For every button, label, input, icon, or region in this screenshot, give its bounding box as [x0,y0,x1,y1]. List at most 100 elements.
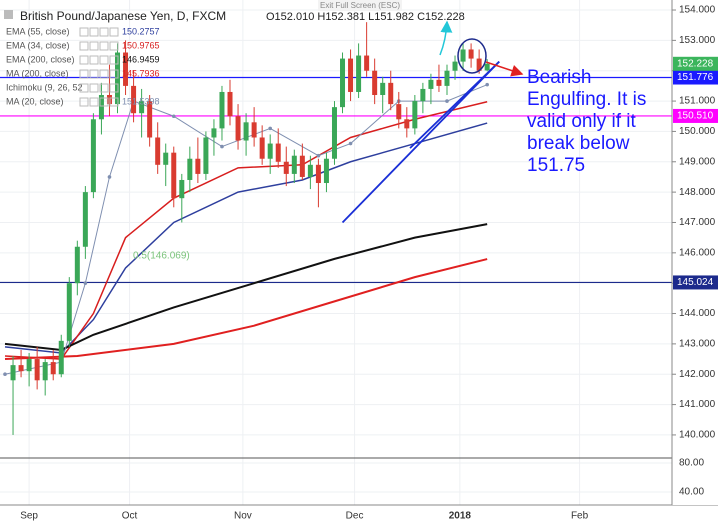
legend-icon [89,41,99,51]
candle-body [364,55,370,71]
exit-button-bg[interactable] [318,0,402,11]
legend-icon [109,27,119,37]
plot [0,22,672,435]
y-tick-label: 154.000 [679,5,716,16]
y-tick-label: 40.00 [679,487,704,498]
indicator-dot [107,175,112,179]
legend-icon [79,41,89,51]
candle-body [428,79,434,89]
candle-body [331,107,337,159]
legend-value: 151.5398 [122,96,160,106]
candle-body [452,61,458,71]
candle-body [356,55,362,92]
indicator-line [4,101,488,360]
candle-body [476,58,482,71]
y-tick-label: 141.000 [679,399,716,410]
candle-body [139,101,145,114]
candle-body [259,137,265,159]
candle-body [388,82,394,105]
indicator-dot [220,144,224,149]
candle-body [219,91,225,129]
legend-value: 150.9765 [122,40,160,50]
y-tick-label: 143.000 [679,339,716,350]
candle-body [291,155,297,174]
level-label-bg [673,275,718,290]
legend-icon [79,69,89,79]
y-tick-label: 153.000 [679,35,716,46]
legend-icon [99,69,109,79]
legend-value: 145.7936 [122,68,160,78]
candle-body [90,119,96,193]
legend-icon [79,97,89,107]
candle-body [123,52,129,86]
highlight-circle [457,38,487,74]
candle-body [42,362,48,381]
candle-body [211,128,217,138]
y-tick-label: 140.000 [679,430,716,441]
candle-body [436,79,442,86]
legend-label: MA (20, close) [6,96,64,106]
x-tick-label: Feb [571,511,589,522]
candle-body [195,158,201,174]
candle-body [34,359,40,381]
candle-body [468,49,474,59]
legend-label: EMA (55, close) [6,26,70,36]
legend-icon [99,27,109,37]
legend-icon [109,69,119,79]
candle-body [251,122,257,138]
trendline [409,60,500,149]
candle-body [396,104,402,120]
last-price-label: 152.228 [677,58,714,69]
candle-body [98,94,104,120]
legend-icon [89,97,99,107]
candle-body [227,91,233,117]
candle-body [187,158,193,180]
candle-body [131,85,137,114]
indicator-dot [268,126,272,131]
candle-body [323,158,329,184]
candle-body [275,143,281,162]
annotation-line: valid only if it [527,111,636,132]
legend-icon [89,27,99,37]
candle-body [163,152,169,165]
x-tick-label: Dec [346,511,364,522]
legend-icon [89,55,99,65]
candle-body [18,365,24,372]
indicator-line [4,223,488,351]
candle-body [420,88,426,102]
candle-body [243,122,249,141]
level-label: 151.776 [677,72,714,83]
price-axis: 140.000 141.000 142.000 143.000 144.000 145.0… [672,5,718,498]
legend-icon [79,83,89,93]
level-label-bg [673,70,718,85]
indicator-dot [445,99,449,103]
legend-icon [99,41,109,51]
candle-body [404,119,410,129]
candle-body [203,137,209,174]
indicator-dot [3,372,7,377]
legend-icon [109,83,119,93]
legend-icon [89,69,99,79]
candle-body [267,143,273,159]
ohlc-readout: O152.010 H152.381 L151.982 C152.228 [266,11,465,23]
candle-body [340,58,346,108]
candle-body [50,362,56,375]
candle-body [307,164,313,177]
annotation-line: break below [527,133,630,154]
candle-body [26,359,32,372]
exit-button[interactable]: Exit Full Screen (ESC) [320,1,400,10]
arrow [485,61,524,77]
y-tick-label: 151.000 [679,96,716,107]
legend-icon [109,97,119,107]
indicator-dot [485,82,489,87]
y-tick-label: 80.00 [679,458,704,469]
indicator-dot [348,141,353,146]
indicator-line [4,258,488,361]
x-tick-label: Sep [20,511,38,522]
legend-icon [109,55,119,65]
candle-body [444,70,450,86]
candle-body [82,192,88,247]
candle-body [283,161,289,174]
candle-body [147,101,153,138]
